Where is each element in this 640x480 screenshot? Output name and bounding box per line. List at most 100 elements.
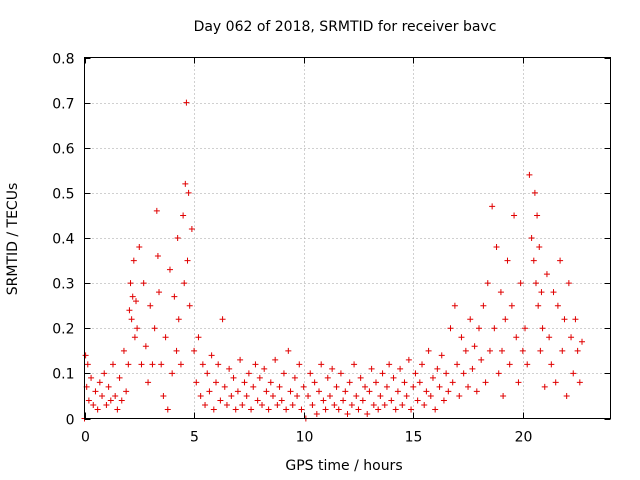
axis-ticks <box>84 57 611 420</box>
data-point <box>283 406 290 413</box>
data-point <box>513 334 520 341</box>
data-point <box>519 347 526 354</box>
data-point <box>324 374 331 381</box>
data-point <box>379 370 386 377</box>
data-point <box>388 397 395 404</box>
data-point <box>340 397 347 404</box>
data-point <box>511 212 518 219</box>
data-point <box>410 383 417 390</box>
data-point <box>149 361 156 368</box>
data-point <box>423 388 430 395</box>
y-tick-label: 0.2 <box>52 322 74 338</box>
data-point <box>158 361 165 368</box>
data-point <box>392 406 399 413</box>
data-point <box>252 361 259 368</box>
data-point <box>127 280 134 287</box>
data-point <box>153 207 160 214</box>
data-point <box>151 325 158 332</box>
data-point <box>537 347 544 354</box>
data-point <box>208 352 215 359</box>
data-point <box>126 307 133 314</box>
data-point <box>169 370 176 377</box>
data-point <box>206 388 213 395</box>
data-point <box>197 392 204 399</box>
data-point <box>568 334 575 341</box>
data-point <box>142 343 149 350</box>
data-point <box>109 361 116 368</box>
data-point <box>85 397 92 404</box>
data-point <box>136 244 143 251</box>
data-point <box>434 365 441 372</box>
data-point <box>84 361 91 368</box>
data-point <box>416 379 423 386</box>
data-point <box>199 361 206 368</box>
data-point <box>219 316 226 323</box>
data-point <box>381 401 388 408</box>
data-point <box>128 316 135 323</box>
data-point <box>278 397 285 404</box>
data-point <box>265 406 272 413</box>
y-tick-label: 0.5 <box>52 187 74 203</box>
data-point <box>454 361 461 368</box>
data-point <box>366 388 373 395</box>
data-point <box>370 401 377 408</box>
data-point <box>250 383 257 390</box>
data-point <box>183 99 190 106</box>
data-point <box>88 374 95 381</box>
data-point <box>90 401 97 408</box>
data-point <box>524 361 531 368</box>
data-point <box>280 370 287 377</box>
data-point <box>538 289 545 296</box>
data-point <box>243 392 250 399</box>
data-point <box>112 392 119 399</box>
data-point <box>298 406 305 413</box>
data-point <box>285 347 292 354</box>
data-points <box>81 99 586 422</box>
data-point <box>386 361 393 368</box>
data-point <box>138 361 145 368</box>
data-point <box>173 347 180 354</box>
data-point <box>241 379 248 386</box>
data-point <box>476 325 482 332</box>
data-point <box>368 365 375 372</box>
data-point <box>462 347 469 354</box>
data-point <box>429 374 436 381</box>
data-point <box>528 235 535 241</box>
data-point <box>458 334 465 341</box>
data-point <box>412 370 419 377</box>
data-point <box>305 392 312 399</box>
data-point <box>335 406 342 413</box>
data-point <box>508 302 515 309</box>
data-point <box>532 280 539 287</box>
data-point <box>129 293 136 300</box>
data-point <box>397 365 404 372</box>
data-point <box>175 316 182 323</box>
data-point <box>478 356 485 363</box>
data-point <box>120 347 127 354</box>
y-tick-label: 0.3 <box>52 277 74 293</box>
y-tick-label: 0.1 <box>52 367 74 383</box>
data-point <box>337 370 344 377</box>
y-tick-label: 0.4 <box>52 232 74 248</box>
data-point <box>226 365 233 372</box>
data-point <box>390 374 397 381</box>
data-point <box>353 392 360 399</box>
data-point <box>460 370 467 377</box>
data-point <box>364 410 371 417</box>
data-point <box>456 392 463 399</box>
data-point <box>215 361 222 368</box>
data-point <box>536 244 543 251</box>
data-point <box>267 379 274 386</box>
data-point <box>447 325 454 332</box>
y-tick-label: 0.7 <box>52 97 74 113</box>
data-point <box>491 325 498 332</box>
data-point <box>375 406 382 413</box>
data-point <box>245 370 252 377</box>
data-point <box>348 401 355 408</box>
data-point <box>291 374 298 381</box>
data-point <box>535 302 542 309</box>
data-point <box>313 410 320 417</box>
data-point <box>213 379 219 386</box>
data-point <box>263 388 270 395</box>
data-point <box>116 374 123 381</box>
